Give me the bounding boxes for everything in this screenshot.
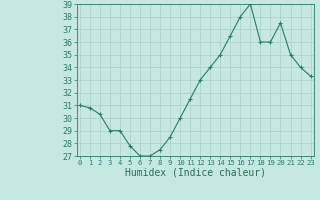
X-axis label: Humidex (Indice chaleur): Humidex (Indice chaleur)	[125, 168, 266, 178]
